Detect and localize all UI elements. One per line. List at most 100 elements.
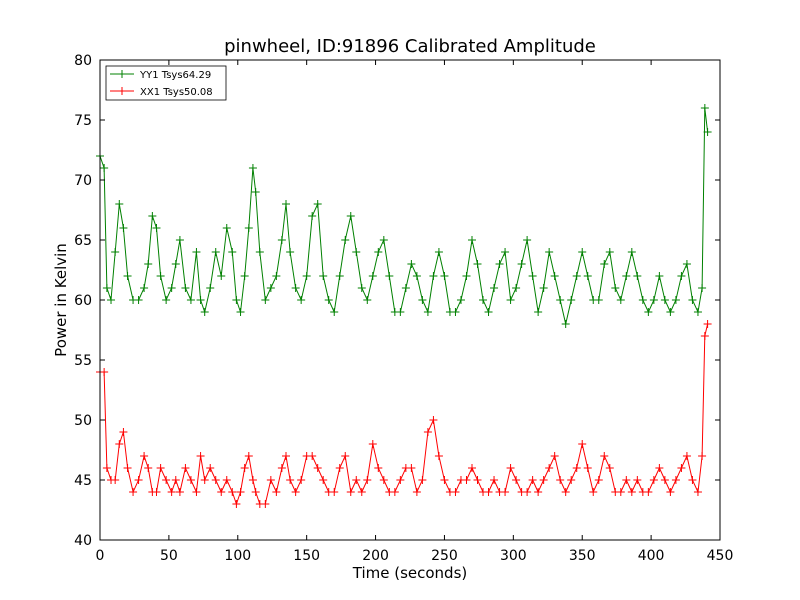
- data-point: [352, 248, 361, 256]
- data-point: [412, 272, 421, 280]
- data-point: [649, 296, 658, 304]
- data-point: [594, 476, 603, 484]
- data-point: [649, 476, 658, 484]
- data-point: [528, 272, 537, 280]
- data-point: [192, 488, 201, 496]
- data-point: [390, 488, 399, 496]
- y-tick-label: 55: [74, 353, 92, 369]
- data-point: [286, 248, 295, 256]
- data-point: [251, 488, 260, 496]
- data-point: [167, 488, 176, 496]
- data-point: [162, 476, 171, 484]
- data-point: [123, 272, 132, 280]
- data-point: [462, 272, 471, 280]
- x-tick-label: 250: [431, 548, 458, 564]
- data-point: [583, 464, 592, 472]
- x-tick-label: 200: [362, 548, 389, 564]
- data-point: [512, 284, 521, 292]
- data-point: [677, 464, 686, 472]
- data-point: [330, 488, 339, 496]
- data-point: [666, 308, 675, 316]
- data-point: [192, 248, 201, 256]
- data-point: [291, 488, 300, 496]
- series-layer: [96, 104, 712, 508]
- data-point: [456, 296, 465, 304]
- data-point: [222, 224, 231, 232]
- data-point: [627, 248, 636, 256]
- data-point: [517, 260, 526, 268]
- legend-box: [105, 65, 227, 101]
- data-point: [244, 452, 253, 460]
- data-point: [335, 464, 344, 472]
- data-point: [605, 248, 614, 256]
- data-point: [196, 452, 205, 460]
- data-point: [319, 476, 328, 484]
- data-point: [319, 272, 328, 280]
- data-point: [144, 260, 153, 268]
- data-point: [175, 236, 184, 244]
- data-point: [655, 464, 664, 472]
- data-point: [671, 296, 680, 304]
- data-point: [700, 332, 709, 340]
- data-point: [148, 212, 157, 220]
- data-point: [107, 296, 116, 304]
- data-point: [688, 476, 697, 484]
- data-point: [698, 284, 707, 292]
- data-point: [693, 308, 702, 316]
- y-tick-label: 65: [74, 233, 92, 249]
- data-point: [622, 476, 631, 484]
- data-point: [162, 296, 171, 304]
- data-point: [200, 476, 209, 484]
- x-tick-label: 0: [96, 548, 105, 564]
- data-point: [622, 272, 631, 280]
- data-point: [277, 236, 286, 244]
- x-tick-label: 450: [707, 548, 734, 564]
- data-point: [396, 308, 405, 316]
- data-point: [102, 464, 111, 472]
- data-point: [627, 488, 636, 496]
- data-point: [550, 452, 559, 460]
- data-point: [506, 296, 515, 304]
- data-point: [534, 488, 543, 496]
- data-point: [346, 488, 355, 496]
- data-point: [211, 248, 220, 256]
- data-point: [272, 272, 281, 280]
- data-point: [484, 308, 493, 316]
- y-axis-label: Power in Kelvin: [52, 243, 70, 357]
- data-point: [152, 488, 161, 496]
- data-point: [703, 128, 712, 136]
- data-point: [100, 164, 109, 172]
- data-point: [123, 464, 132, 472]
- data-point: [688, 296, 697, 304]
- data-point: [302, 272, 311, 280]
- data-point: [297, 476, 306, 484]
- data-point: [379, 476, 388, 484]
- data-point: [638, 296, 647, 304]
- x-axis-label: Time (seconds): [352, 564, 468, 582]
- data-point: [115, 200, 124, 208]
- x-tick-label: 50: [160, 548, 178, 564]
- series-2: [96, 320, 712, 508]
- data-point: [167, 284, 176, 292]
- data-point: [186, 296, 195, 304]
- data-point: [308, 452, 317, 460]
- data-point: [240, 464, 249, 472]
- data-point: [248, 164, 257, 172]
- data-point: [171, 476, 180, 484]
- data-point: [561, 320, 570, 328]
- data-point: [490, 476, 499, 484]
- data-point: [429, 272, 438, 280]
- data-point: [473, 260, 482, 268]
- data-point: [211, 476, 220, 484]
- data-point: [396, 476, 405, 484]
- data-point: [462, 476, 471, 484]
- data-point: [534, 308, 543, 316]
- data-point: [134, 296, 143, 304]
- data-point: [357, 488, 366, 496]
- data-point: [412, 488, 421, 496]
- data-point: [572, 464, 581, 472]
- data-point: [418, 296, 427, 304]
- data-point: [423, 308, 432, 316]
- data-point: [363, 476, 372, 484]
- data-point: [222, 476, 231, 484]
